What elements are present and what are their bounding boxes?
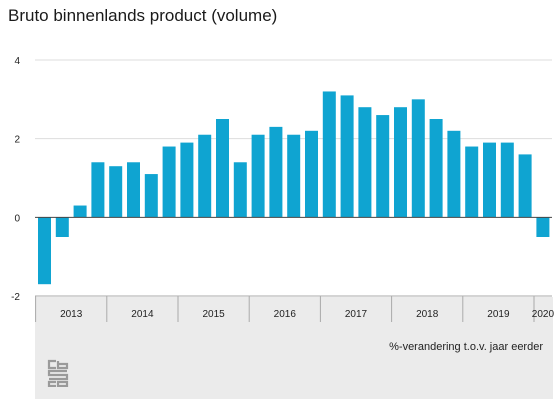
- bar: [55, 217, 69, 237]
- unit-note: %-verandering t.o.v. jaar eerder: [389, 341, 543, 353]
- y-tick-label: 2: [14, 135, 20, 146]
- bar: [340, 95, 354, 218]
- year-label: 2018: [416, 309, 439, 320]
- bar: [376, 115, 390, 218]
- bar: [251, 134, 265, 218]
- bar: [38, 217, 51, 285]
- bar: [536, 217, 550, 237]
- bar: [358, 107, 372, 218]
- y-tick-label: -2: [11, 292, 20, 303]
- year-label: 2015: [202, 309, 225, 320]
- bar: [144, 174, 158, 218]
- bar: [180, 142, 194, 218]
- bar: [483, 142, 496, 218]
- year-label: 2013: [60, 309, 83, 320]
- bar: [198, 134, 212, 218]
- bar: [305, 130, 318, 218]
- cbs-logo-icon: [47, 359, 69, 388]
- bar: [411, 99, 425, 218]
- bar: [429, 119, 443, 218]
- bar: [287, 134, 301, 218]
- bar: [109, 166, 123, 218]
- bar: [465, 146, 479, 218]
- footer-panel: %-verandering t.o.v. jaar eerder: [35, 297, 553, 399]
- y-tick-label: 4: [14, 56, 20, 67]
- bar: [322, 91, 336, 218]
- chart-title: Bruto binnenlands product (volume): [8, 6, 278, 25]
- year-label: 2020: [532, 309, 555, 320]
- year-label: 2016: [274, 309, 297, 320]
- y-tick-label: 0: [14, 213, 20, 224]
- year-label: 2017: [345, 309, 368, 320]
- bar: [447, 130, 461, 218]
- bar: [216, 119, 229, 218]
- bar: [518, 154, 532, 218]
- bar: [127, 162, 140, 218]
- year-label: 2014: [131, 309, 154, 320]
- bar: [162, 146, 176, 218]
- bar: [91, 162, 105, 218]
- bar: [500, 142, 514, 218]
- bar: [394, 107, 407, 218]
- bar: [73, 205, 87, 218]
- year-label: 2019: [487, 309, 510, 320]
- bar: [269, 126, 283, 218]
- cbs-logo: [47, 359, 69, 392]
- bar: [233, 162, 247, 218]
